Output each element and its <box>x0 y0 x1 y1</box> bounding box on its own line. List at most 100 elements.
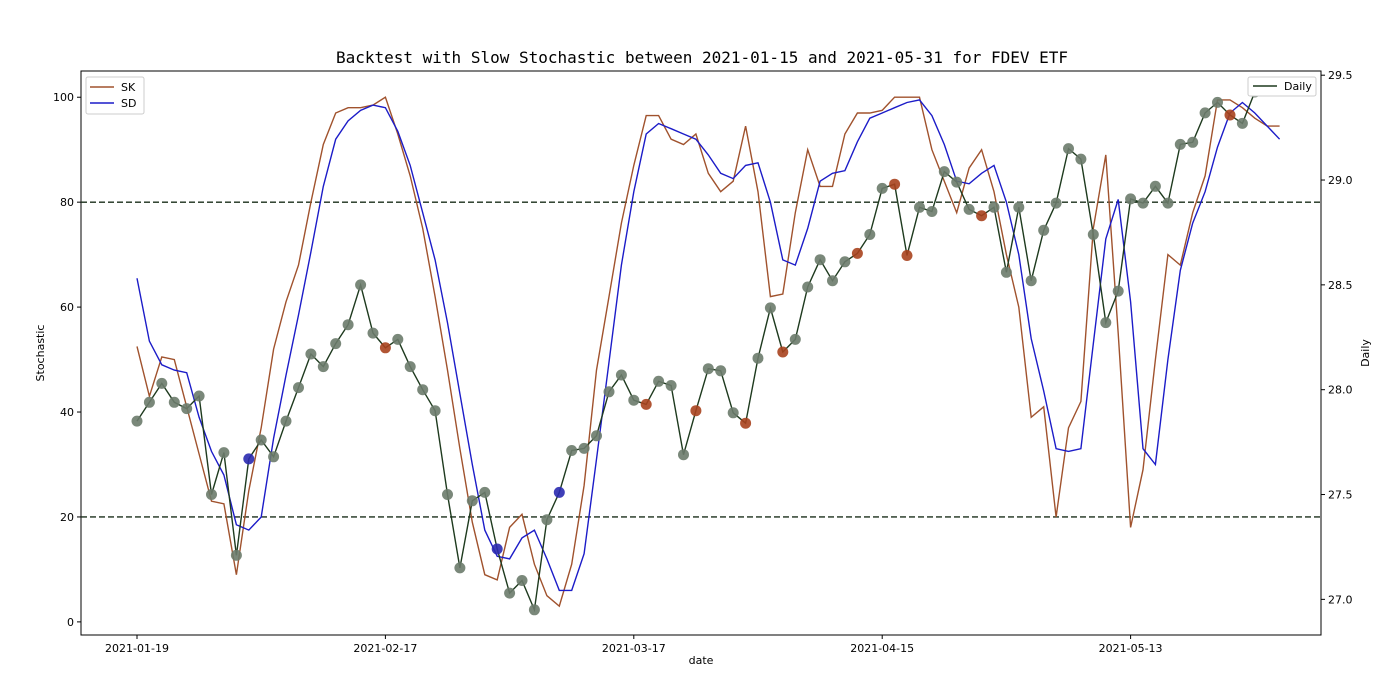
sell-signal-marker <box>640 398 652 410</box>
daily-point <box>417 384 429 396</box>
axes: 0 20 40 60 80 100 27.0 27.5 28.0 28.5 29.0 29.5 2021… <box>53 69 1353 655</box>
daily-point <box>206 489 217 500</box>
daily-point <box>392 333 404 345</box>
daily-point <box>827 275 838 287</box>
sell-signal-marker <box>851 247 863 259</box>
y-axis-label-left: Stochastic <box>34 325 47 382</box>
daily-point <box>131 415 143 427</box>
y-tick-label-left: 0 <box>67 616 74 629</box>
y-tick-label-right: 28.5 <box>1328 279 1353 292</box>
daily-point <box>466 495 478 507</box>
daily-point <box>764 302 776 314</box>
daily-point <box>591 430 602 442</box>
y-tick-label-right: 29.5 <box>1328 69 1353 82</box>
daily-point <box>653 375 665 387</box>
daily-point <box>305 348 317 360</box>
legend-left: SK SD <box>85 76 145 115</box>
sd-line <box>136 99 1281 592</box>
daily-point <box>1162 197 1174 209</box>
daily-point <box>715 365 727 377</box>
daily-point <box>864 229 876 240</box>
sell-signal-marker <box>777 346 789 358</box>
daily-point <box>181 403 193 415</box>
daily-point <box>1149 180 1161 192</box>
y-tick-label-left: 100 <box>53 91 74 104</box>
daily-point <box>1013 201 1025 213</box>
daily-point <box>1075 153 1087 165</box>
sell-signal-marker <box>690 405 702 417</box>
daily-point <box>404 361 416 373</box>
daily-point <box>938 166 950 178</box>
daily-point <box>628 394 640 406</box>
daily-point <box>665 380 677 391</box>
daily-point <box>988 201 1000 213</box>
daily-point <box>814 254 826 266</box>
daily-point <box>603 386 615 398</box>
daily-point <box>504 587 516 599</box>
sell-signal-marker <box>901 250 913 261</box>
daily-point <box>951 176 963 188</box>
daily-point <box>156 377 168 389</box>
daily-point <box>193 390 205 402</box>
sell-signal-marker <box>379 342 391 354</box>
daily-point <box>168 396 180 408</box>
daily-point <box>1212 96 1223 108</box>
daily-point <box>293 382 304 394</box>
y-tick-label-right: 27.0 <box>1328 593 1353 606</box>
sell-signal-marker <box>1224 109 1236 121</box>
daily-point <box>429 405 441 417</box>
daily-point <box>802 281 814 293</box>
daily-point <box>876 182 888 194</box>
daily-point <box>1038 224 1050 236</box>
daily-point <box>367 327 379 339</box>
daily-point <box>839 256 851 268</box>
daily-point <box>1025 275 1037 287</box>
y-tick-label-right: 28.0 <box>1328 384 1353 397</box>
sk-line <box>136 96 1280 608</box>
daily-point <box>218 447 230 459</box>
daily-line <box>136 91 1256 613</box>
daily-point <box>578 442 590 454</box>
daily-point <box>1087 229 1099 240</box>
x-tick-label: 2021-05-13 <box>1099 642 1163 655</box>
y-axis-label-right: Daily <box>1359 339 1372 367</box>
daily-point <box>342 319 354 331</box>
chart-title: Backtest with Slow Stochastic between 20… <box>336 48 1068 67</box>
sell-signal-marker <box>976 210 988 222</box>
x-tick-label: 2021-02-17 <box>353 642 417 655</box>
daily-point <box>1137 197 1149 209</box>
daily-point <box>230 549 242 561</box>
sell-signal-marker <box>889 178 901 190</box>
daily-point <box>1000 266 1012 278</box>
series-layer <box>131 86 1281 616</box>
daily-point <box>615 369 627 381</box>
legend-daily-label: Daily <box>1284 80 1312 93</box>
buy-signal-marker <box>491 543 503 555</box>
daily-point <box>1125 193 1137 205</box>
daily-point <box>330 338 342 350</box>
daily-point <box>528 604 540 616</box>
daily-point <box>454 562 466 574</box>
plot-frame <box>80 70 1322 636</box>
daily-point <box>479 486 491 498</box>
y-tick-label-right: 29.0 <box>1328 174 1353 187</box>
x-tick-label: 2021-01-19 <box>105 642 169 655</box>
daily-point <box>442 489 453 500</box>
legend-sk-label: SK <box>121 81 136 94</box>
x-tick-label: 2021-03-17 <box>602 642 666 655</box>
daily-point <box>355 279 367 291</box>
y-tick-label-left: 20 <box>60 511 74 524</box>
daily-point <box>1174 138 1186 150</box>
legend-right: Daily <box>1247 76 1317 97</box>
y-tick-label-left: 40 <box>60 406 74 419</box>
legend-sd-label: SD <box>121 97 136 110</box>
buy-signal-marker <box>553 486 565 498</box>
x-axis-label: date <box>689 654 714 667</box>
daily-point <box>1236 117 1248 129</box>
daily-point <box>541 514 553 526</box>
sell-signal-marker <box>740 417 752 429</box>
daily-point <box>789 333 801 345</box>
daily-point <box>678 449 689 461</box>
legend-right-box <box>1247 76 1317 97</box>
